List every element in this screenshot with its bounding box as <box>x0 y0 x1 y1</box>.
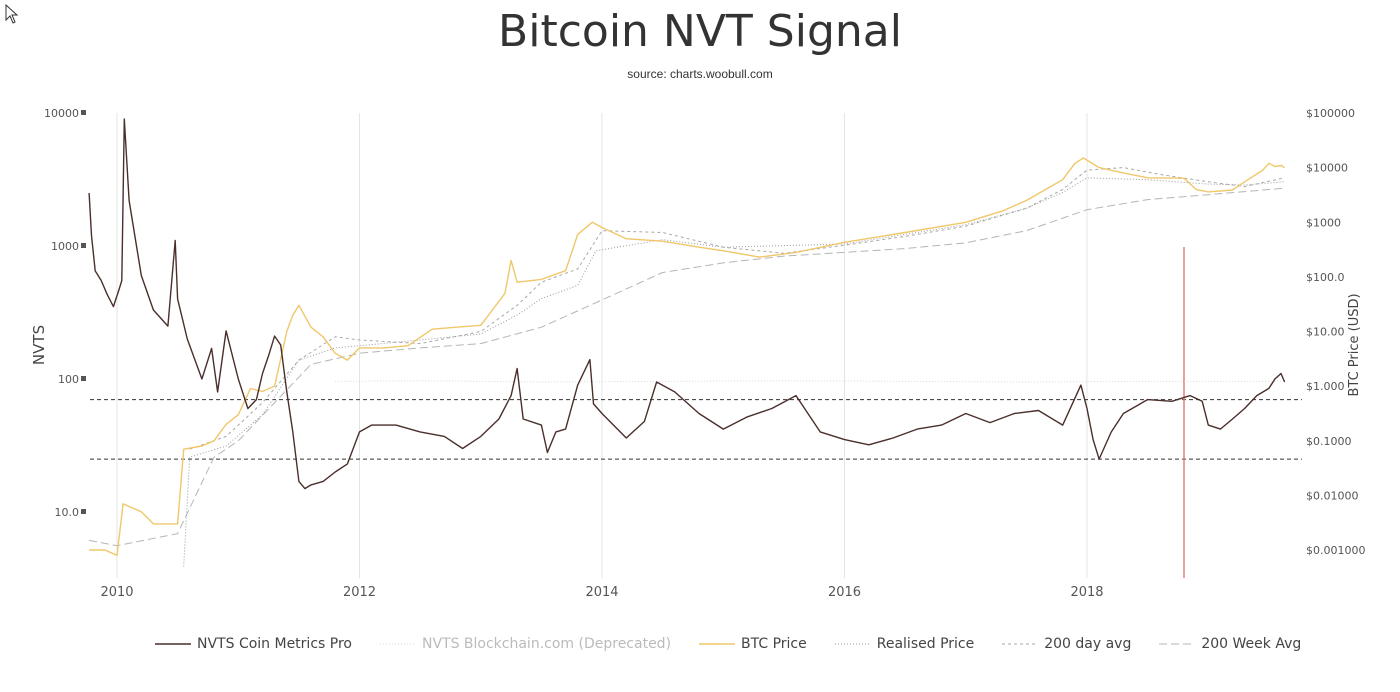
legend-label: NVTS Coin Metrics Pro <box>197 636 352 652</box>
series-nvts-blockchain-com-deprecated <box>335 380 1281 383</box>
series-200-day-avg <box>189 167 1285 450</box>
axes: 2010 2012 2014 2016 2018 10000 1000 100 10.0 $100… <box>44 107 1366 600</box>
legend: NVTS Coin Metrics Pro NVTS Blockchain.com… <box>155 633 1329 655</box>
y-left-tick-mark <box>81 243 86 248</box>
legend-item[interactable]: BTC Price <box>699 636 807 652</box>
y-axis-right-label: BTC Price (USD) <box>1347 293 1362 396</box>
x-tick-label: 2014 <box>585 585 618 600</box>
y-right-tick-label: $10000 <box>1306 162 1348 175</box>
y-left-tick-mark <box>81 509 86 514</box>
legend-swatch-icon <box>1002 643 1039 645</box>
y-right-tick-label: $0.001000 <box>1306 544 1366 557</box>
y-left-tick-label: 10000 <box>44 107 79 120</box>
legend-swatch-icon <box>1159 643 1196 645</box>
y-right-tick-label: $1000 <box>1306 216 1341 229</box>
legend-swatch-icon <box>155 643 191 645</box>
y-right-tick-label: $0.1000 <box>1306 435 1352 448</box>
legend-label: 200 Week Avg <box>1201 636 1302 652</box>
legend-swatch-icon <box>699 643 736 645</box>
legend-label: 200 day avg <box>1044 636 1132 652</box>
legend-item[interactable]: NVTS Blockchain.com (Deprecated) <box>379 636 672 652</box>
chart-subtitle: source: charts.woobull.com <box>627 67 773 81</box>
x-tick-label: 2012 <box>343 585 376 600</box>
y-right-tick-label: $0.01000 <box>1306 489 1359 502</box>
y-left-tick-label: 10.0 <box>55 506 80 519</box>
series-nvts-coin-metrics-pro <box>88 118 1286 490</box>
reference-lines <box>90 247 1302 578</box>
y-right-tick-label: $10.00 <box>1306 326 1345 339</box>
legend-label: NVTS Blockchain.com (Deprecated) <box>421 636 672 652</box>
y-left-tick-label: 100 <box>58 373 79 386</box>
x-tick-label: 2018 <box>1070 585 1103 600</box>
x-tick-label: 2016 <box>828 585 861 600</box>
legend-label: BTC Price <box>741 636 807 652</box>
mouse-pointer-icon <box>5 3 19 28</box>
legend-item[interactable]: NVTS Coin Metrics Pro <box>155 636 352 652</box>
legend-swatch-icon <box>379 643 416 645</box>
series-btc-price <box>89 157 1285 556</box>
chart-title: Bitcoin NVT Signal <box>498 6 902 57</box>
legend-swatch-icon <box>834 643 871 645</box>
y-right-tick-label: $100.0 <box>1306 271 1345 284</box>
x-tick-label: 2010 <box>100 585 133 600</box>
y-left-tick-label: 1000 <box>51 240 79 253</box>
grid-lines <box>116 113 1088 578</box>
legend-item[interactable]: Realised Price <box>834 636 975 652</box>
y-right-tick-label: $1.000 <box>1306 380 1345 393</box>
legend-label: Realised Price <box>876 636 975 652</box>
y-left-tick-mark <box>81 376 86 381</box>
legend-item[interactable]: 200 day avg <box>1002 636 1131 652</box>
series-200-week-avg <box>89 187 1285 547</box>
y-right-tick-label: $100000 <box>1306 107 1355 120</box>
y-left-tick-mark <box>81 110 86 115</box>
y-axis-left-label: NVTS <box>30 325 48 365</box>
series-lines <box>88 118 1286 567</box>
series-realised-price <box>183 177 1285 567</box>
legend-item[interactable]: 200 Week Avg <box>1159 636 1301 652</box>
